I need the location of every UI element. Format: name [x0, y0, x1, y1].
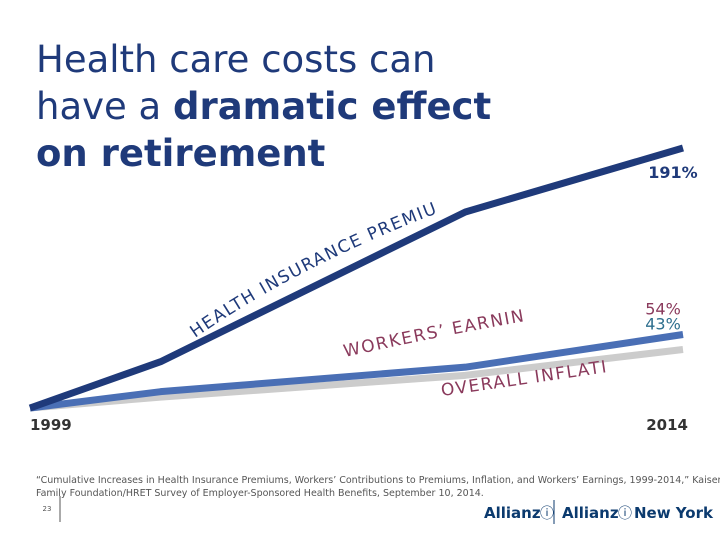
title-part: dramatic effect — [173, 85, 491, 128]
logo: Allianz — [562, 504, 619, 522]
page-number: 23 — [43, 505, 52, 513]
value-label: 54% — [645, 299, 681, 318]
x-tick-label: 2014 — [646, 416, 688, 434]
footnote: Family Foundation/HRET Survey of Employe… — [36, 488, 484, 499]
title-line: have a dramatic effect — [36, 85, 491, 128]
logo-icon: ⓘ — [618, 506, 632, 522]
logo-icon: ⓘ — [540, 506, 554, 522]
title-part: have a — [36, 85, 173, 128]
logo: New York — [634, 504, 714, 522]
x-tick-label: 1999 — [30, 416, 72, 434]
title-line: Health care costs can — [36, 38, 435, 81]
value-label: 43% — [645, 314, 681, 333]
plot: 1999 2014 43%54% 191% — [28, 144, 698, 434]
value-label: 191% — [648, 163, 697, 182]
footnote: “Cumulative Increases in Health Insuranc… — [36, 475, 720, 486]
series-line — [28, 144, 684, 412]
series-line — [29, 331, 684, 412]
title-line: on retirement — [36, 132, 325, 175]
logo: Allianz — [484, 504, 541, 522]
